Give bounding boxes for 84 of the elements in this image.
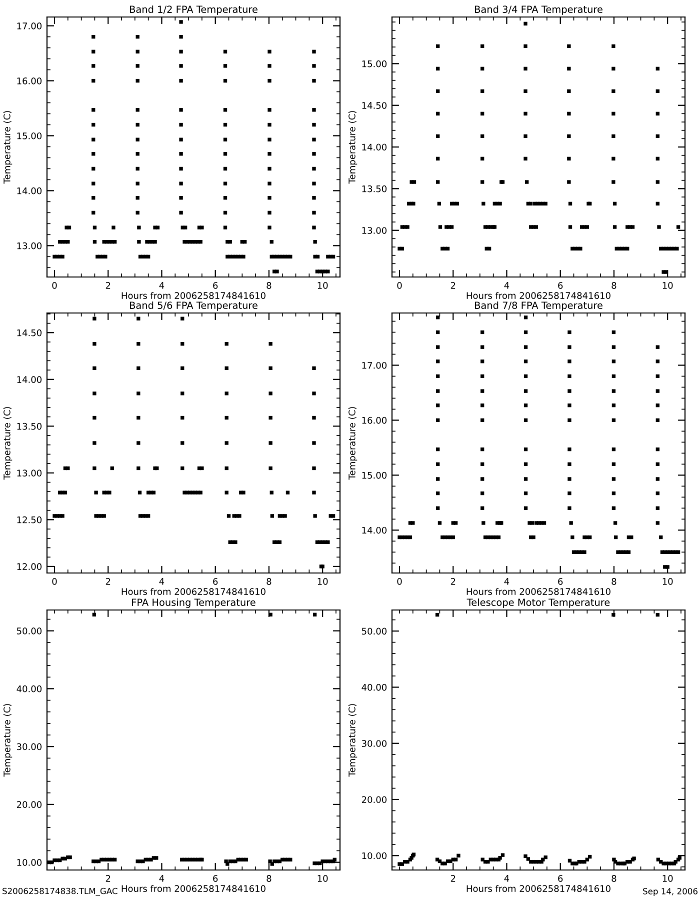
chart-title: Band 5/6 FPA Temperature	[130, 301, 258, 311]
x-tick-label: 8	[612, 578, 616, 585]
x-axis-title: Hours from 2006258174841610	[122, 588, 266, 595]
x-tick-label: 10	[318, 875, 328, 882]
x-tick-label: 0	[397, 282, 402, 289]
x-tick-label: 8	[266, 578, 272, 585]
x-tick-label: 8	[266, 282, 272, 289]
x-tick-label: 8	[266, 875, 272, 882]
x-tick-label: 6	[558, 282, 563, 289]
y-tick-label: 13.00	[362, 227, 387, 234]
y-tick-label: 12.50	[17, 516, 42, 524]
y-tick-label: 14.50	[17, 329, 42, 336]
y-tick-label: 13.00	[17, 242, 42, 250]
y-tick-label: 14.00	[362, 526, 387, 534]
y-tick-label: 50.00	[16, 628, 42, 634]
chart-title: Band 1/2 FPA Temperature	[130, 5, 258, 15]
x-tick-label: 6	[558, 578, 563, 585]
chart-title: Band 7/8 FPA Temperature	[474, 301, 602, 311]
y-tick-label: 13.50	[17, 422, 42, 430]
y-tick-label: 14.00	[362, 144, 387, 151]
x-tick-label: 2	[106, 282, 110, 289]
x-axis-title: Hours from 2006258174841610	[466, 884, 610, 892]
y-tick-label: 40.00	[362, 684, 387, 691]
y-tick-label: 17.00	[362, 362, 387, 369]
x-tick-label: 0	[397, 578, 402, 585]
x-axis-title: Hours from 2006258174841610	[466, 588, 610, 595]
text: Sep 14, 2006	[643, 888, 698, 896]
x-tick-label: 10	[662, 282, 673, 289]
x-tick-label: 4	[159, 875, 164, 882]
text: S2006258174838.TLM_GAC	[2, 888, 118, 896]
x-tick-label: 4	[504, 282, 510, 289]
y-tick-label: 50.00	[362, 628, 387, 635]
chart-title: Band 3/4 FPA Temperature	[474, 5, 602, 15]
x-tick-label: 6	[558, 875, 563, 882]
y-tick-label: 15.00	[362, 60, 387, 68]
y-tick-label: 20.00	[16, 801, 42, 808]
x-tick-label: 10	[318, 578, 328, 585]
y-tick-label: 14.00	[17, 376, 42, 383]
x-tick-label: 2	[450, 875, 456, 882]
x-tick-label: 8	[612, 282, 616, 289]
y-axis-title: Temperature (C)	[3, 111, 12, 184]
x-tick-label: 0	[52, 578, 57, 585]
y-tick-label: 30.00	[16, 743, 42, 750]
x-tick-label: 0	[52, 282, 57, 289]
y-tick-label: 30.00	[362, 740, 387, 747]
y-tick-label: 14.50	[362, 102, 387, 109]
y-tick-label: 12.00	[17, 563, 42, 570]
y-tick-label: 15.00	[362, 472, 387, 479]
x-tick-label: 4	[504, 578, 510, 585]
x-tick-label: 2	[450, 282, 456, 289]
y-axis-title: Temperature (C)	[348, 704, 358, 777]
y-axis-title: Temperature (C)	[348, 111, 358, 184]
x-tick-label: 2	[106, 875, 110, 882]
y-axis-title: Temperature (C)	[3, 407, 12, 480]
x-tick-label: 10	[662, 578, 673, 585]
y-tick-label: 17.00	[17, 22, 42, 30]
y-tick-label: 16.00	[362, 416, 387, 424]
y-tick-label: 40.00	[16, 685, 42, 692]
x-tick-label: 4	[504, 875, 510, 882]
y-tick-label: 20.00	[362, 796, 387, 804]
y-tick-label: 16.00	[17, 77, 42, 84]
chart-title: Telescope Motor Temperature	[466, 598, 610, 608]
chart-title: FPA Housing Temperature	[132, 598, 256, 608]
y-tick-label: 14.00	[17, 187, 42, 194]
x-axis-title: Hours from 2006258174841610	[122, 884, 266, 892]
x-tick-label: 6	[213, 578, 218, 585]
x-axis-title: Hours from 2006258174841610	[122, 292, 266, 299]
x-tick-label: 6	[213, 282, 218, 289]
x-tick-label: 6	[213, 875, 218, 882]
y-tick-label: 15.00	[17, 132, 42, 140]
x-tick-label: 2	[450, 578, 456, 585]
y-axis-title: Temperature (C)	[348, 407, 358, 480]
y-tick-label: 10.00	[362, 852, 387, 860]
x-tick-label: 2	[106, 578, 110, 585]
y-tick-label: 10.00	[17, 859, 42, 866]
x-tick-label: 10	[318, 282, 328, 289]
x-tick-label: 4	[159, 578, 164, 585]
x-tick-label: 10	[662, 875, 673, 882]
y-tick-label: 13.00	[17, 470, 42, 476]
y-axis-title: Temperature (C)	[3, 704, 12, 777]
x-tick-label: 8	[612, 875, 616, 882]
x-axis-title: Hours from 2006258174841610	[466, 292, 610, 299]
x-tick-label: 4	[159, 282, 164, 289]
y-tick-label: 13.50	[362, 185, 387, 192]
